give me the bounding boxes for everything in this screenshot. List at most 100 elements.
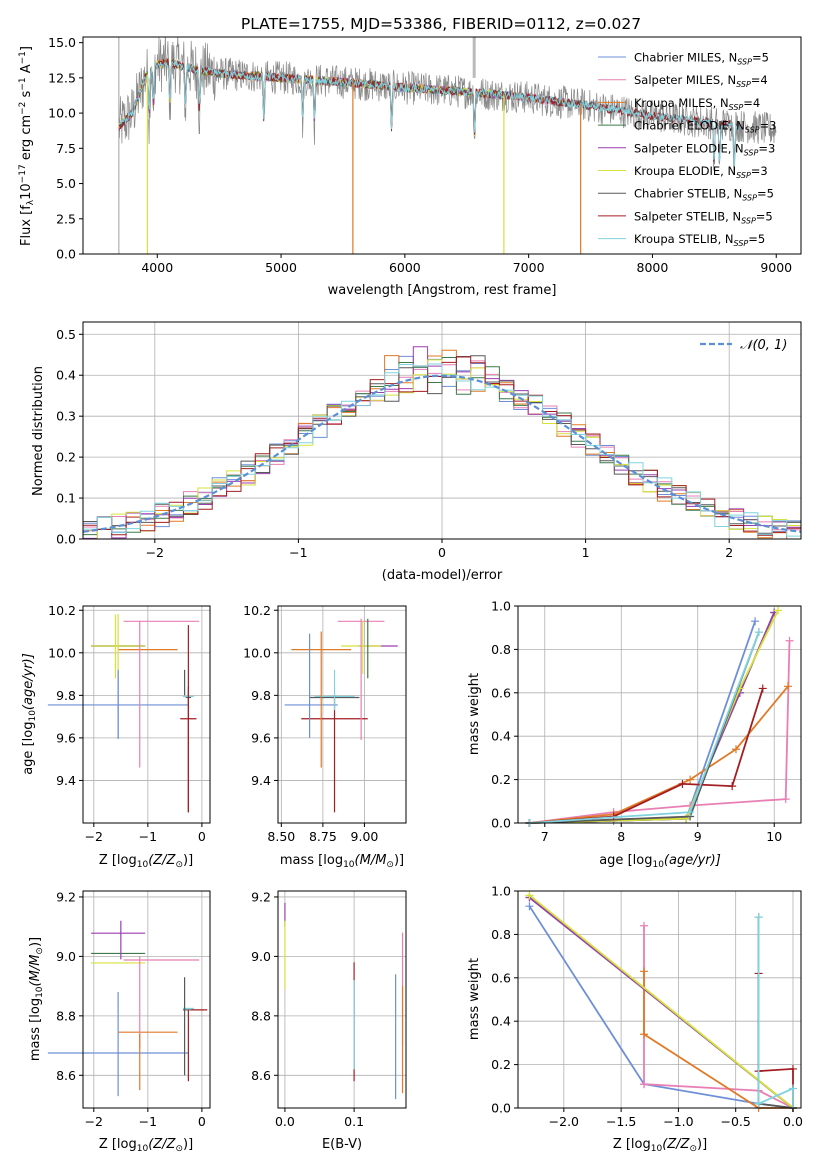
age-vs-mass-panel: 8.50 8.75 9.00 9.4 9.6 9.8 10.0 10.2 mass [log1…	[243, 603, 407, 870]
legend-label-sub: SSP	[734, 239, 749, 248]
x-tick-label: 0	[198, 1114, 206, 1129]
y-tick-label: 8.8	[56, 1008, 76, 1023]
y-tick-label: 8.6	[251, 1068, 271, 1083]
x-tick-label: 8.50	[267, 829, 295, 844]
cumulative-mass-marker	[783, 682, 792, 691]
mass-z-data-layer	[47, 920, 208, 1097]
y-tick-label: 0.6	[491, 970, 511, 985]
y-tick-label: 0.4	[491, 1014, 511, 1029]
y-tick-label: 0.2	[491, 1057, 511, 1072]
x-tick-label: −1	[139, 829, 157, 844]
histogram-ticks: −2 −1 0 1 2 0.0 0.1 0.2 0.3 0.4 0.5	[56, 327, 733, 560]
cumulative-mass-marker	[751, 617, 760, 626]
cumulative-mass-marker	[788, 1084, 797, 1093]
y-tick-label: 9.6	[56, 730, 76, 745]
cumulative-mass-line	[757, 917, 794, 1108]
x-tick-label: −1	[139, 1114, 157, 1129]
y-tick-label: 9.6	[251, 730, 271, 745]
x-tick-label: −2	[146, 545, 164, 560]
residual-histogram-panel: −2 −1 0 1 2 0.0 0.1 0.2 0.3 0.4 0.5 (data-model)/e…	[31, 321, 802, 583]
mass-z-xlabel: Z [log10(Z/Z⊙)]	[99, 1137, 193, 1154]
age-z-ylabel: age [log10(age/yr)]	[21, 653, 38, 775]
y-tick-label: 8.6	[56, 1068, 76, 1083]
legend-label-name: Chabrier MILES, N	[634, 51, 737, 65]
age-z-axes-frame	[82, 605, 211, 824]
y-tick-label: 0.0	[491, 816, 511, 831]
age-z-xlabel: Z [log10(Z/Z⊙)]	[99, 853, 193, 870]
x-tick-label: 4000	[141, 260, 173, 275]
mass-z-ticks: −2 −1 0 8.6 8.8 9.0 9.2	[56, 889, 206, 1129]
legend-label-sub: SSP	[736, 171, 751, 180]
histogram-xlabel: (data-model)/error	[382, 568, 503, 583]
legend-label-count: =5	[752, 51, 769, 65]
y-tick-label: 2.5	[56, 211, 76, 226]
age-mass-axes-frame	[277, 605, 407, 824]
legend-label-count: =5	[756, 209, 773, 223]
legend-label-count: =3	[758, 141, 775, 155]
x-tick-label: 9	[694, 829, 702, 844]
x-tick-label: 2	[725, 545, 733, 560]
normal-distribution-curve	[82, 374, 802, 533]
cumulative-mass-marker	[728, 782, 737, 791]
x-tick-label: −2.0	[549, 1114, 579, 1129]
y-tick-label: 0.8	[491, 927, 511, 942]
y-tick-label: 0.0	[491, 1101, 511, 1116]
y-tick-label: 0.4	[56, 368, 76, 383]
legend-label-name: Salpeter MILES, N	[634, 73, 736, 87]
age-mass-grid	[278, 606, 406, 823]
cumulative-mass-marker	[785, 636, 794, 645]
spectrum-panel: 4000 5000 6000 7000 8000 9000 0.0 2.5 5.0 7.5 10.0…	[18, 35, 802, 298]
y-tick-label: 1.0	[491, 884, 511, 899]
y-tick-label: 0.2	[56, 450, 76, 465]
mass-z-axes-frame	[82, 890, 211, 1109]
mw-age-grid	[518, 605, 801, 824]
legend-label: Salpeter ELODIE, NSSP=3	[634, 141, 775, 157]
y-tick-label: 10.0	[243, 645, 271, 660]
legend-label-name: Kroupa STELIB, N	[634, 232, 734, 246]
y-tick-label: 0.6	[491, 685, 511, 700]
x-tick-label: −0.5	[721, 1114, 751, 1129]
age-vs-metallicity-panel: −2 −1 0 9.4 9.6 9.8 10.0 10.2 Z [log10(Z/Z⊙)] a…	[21, 603, 211, 870]
cumulative-mass-marker	[788, 1064, 797, 1073]
spectrum-axes-frame	[82, 36, 802, 255]
x-tick-label: 7	[541, 829, 549, 844]
legend-label: Salpeter MILES, NSSP=4	[634, 73, 768, 89]
mass-ebv-axes-frame	[277, 890, 407, 1109]
cumulative-mass-marker	[686, 775, 695, 784]
cumulative-mass-line	[528, 894, 794, 1109]
cumulative-mass-marker	[754, 913, 763, 922]
legend-label: Kroupa STELIB, NSSP=5	[634, 232, 765, 248]
x-tick-label: 0.0	[275, 1114, 295, 1129]
age-mass-ticks: 8.50 8.75 9.00 9.4 9.6 9.8 10.0 10.2	[243, 603, 378, 844]
cumulative-mass-marker	[640, 967, 649, 976]
y-tick-label: 0.0	[56, 247, 76, 262]
legend-label: Chabrier MILES, NSSP=5	[634, 51, 769, 67]
legend-label-name: Salpeter ELODIE, N	[634, 141, 744, 155]
x-tick-label: 8	[617, 829, 625, 844]
legend-label-count: =3	[751, 164, 768, 178]
x-tick-label: 0.1	[344, 1114, 364, 1129]
legend-label-sub: SSP	[729, 103, 744, 112]
x-tick-label: 8.75	[309, 829, 337, 844]
cumulative-mass-marker	[640, 1030, 649, 1039]
y-tick-label: 9.2	[251, 889, 271, 904]
legend-label: Kroupa MILES, NSSP=4	[634, 96, 760, 112]
y-tick-label: 0.2	[491, 772, 511, 787]
legend-label-count: =5	[748, 232, 765, 246]
normal-legend-label: 𝒩(0, 1)	[740, 338, 787, 353]
spectrum-data-layer	[118, 37, 777, 254]
legend-label-name: Chabrier STELIB, N	[634, 187, 742, 201]
mass-ebv-ticks: 0.0 0.1 8.6 8.8 9.0 9.2	[251, 889, 364, 1129]
legend-label-name: Chabrier ELODIE, N	[634, 119, 745, 133]
y-tick-label: 9.2	[56, 889, 76, 904]
y-tick-label: 0.4	[491, 729, 511, 744]
mass-vs-extinction-panel: 0.0 0.1 8.6 8.8 9.0 9.2 E(B-V)	[251, 889, 407, 1152]
mw-age-ylabel: mass weight	[467, 673, 482, 755]
legend-label-name: Kroupa ELODIE, N	[634, 164, 736, 178]
cumulative-mass-marker	[640, 1080, 649, 1089]
x-tick-label: 10	[766, 829, 782, 844]
age-mass-xlabel: mass [log10(M/M⊙)]	[280, 853, 404, 870]
x-tick-label: 0	[438, 545, 446, 560]
